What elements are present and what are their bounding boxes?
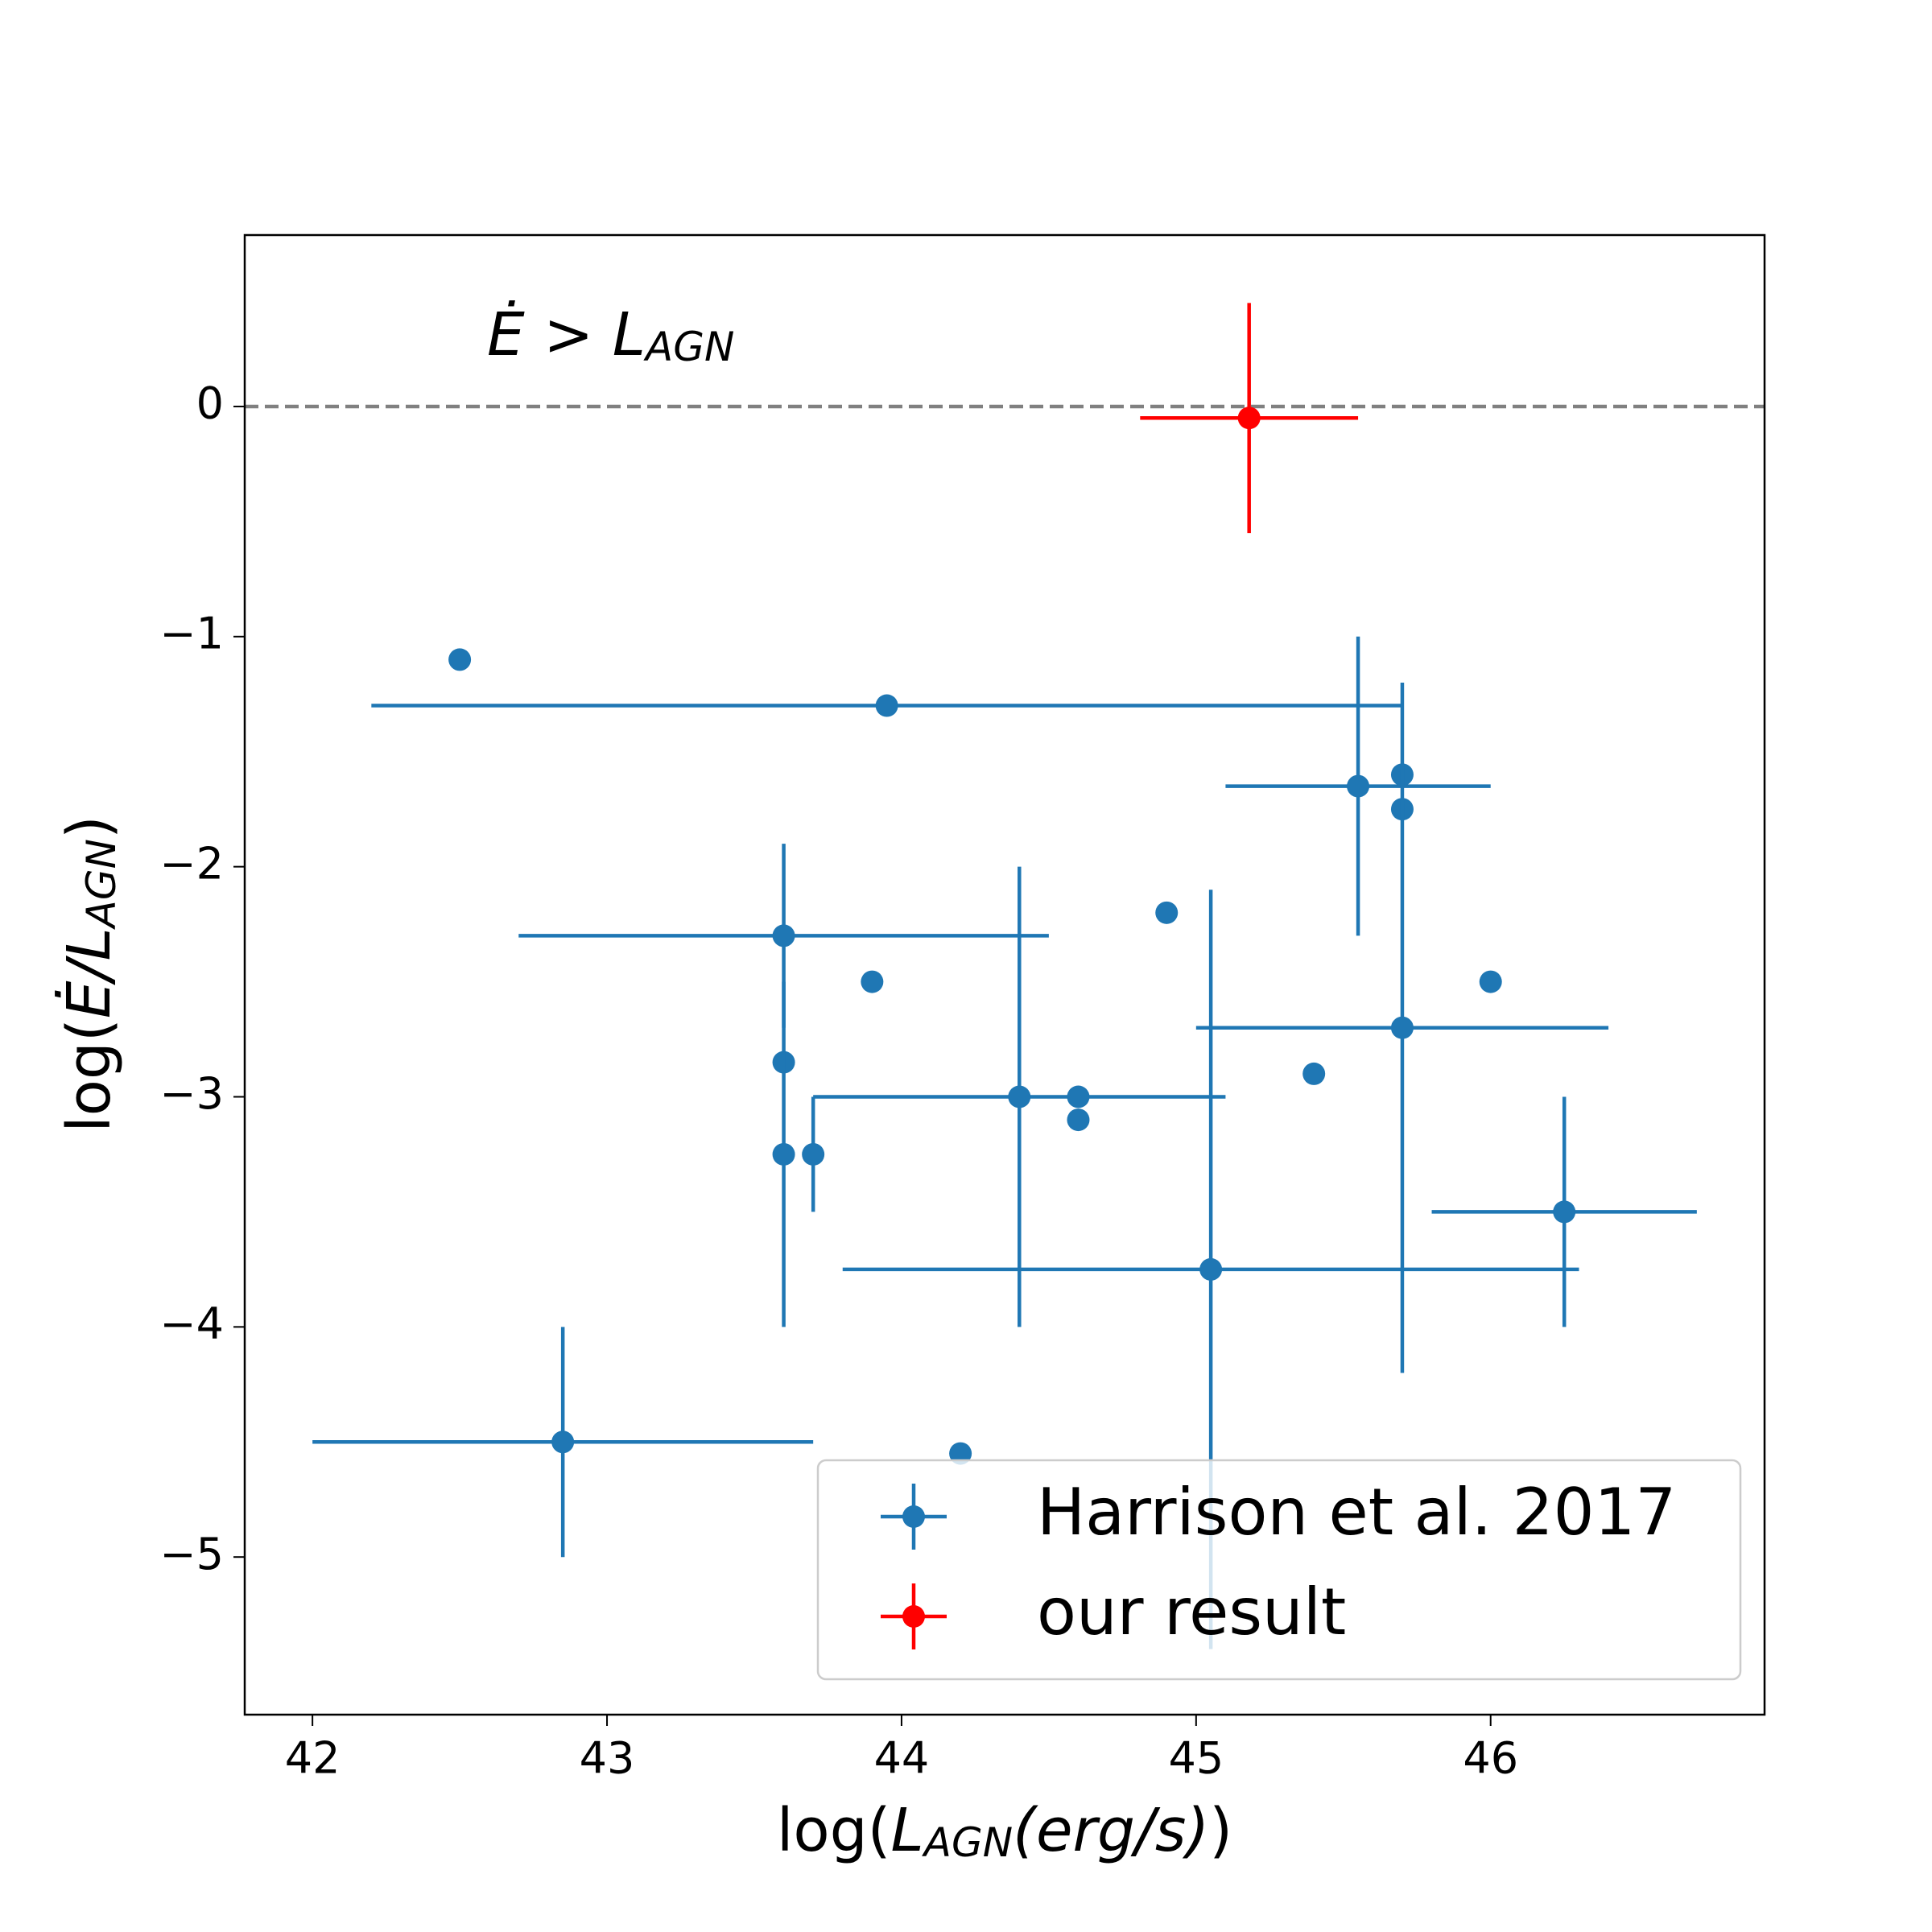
- y-tick-label: −3: [159, 1068, 224, 1119]
- legend-label: our result: [1037, 1575, 1346, 1649]
- point: [1237, 407, 1261, 430]
- x-tick-label: 44: [874, 1733, 930, 1784]
- point: [802, 1142, 825, 1166]
- x-label-part: log(: [777, 1796, 891, 1865]
- x-label-part: ): [1209, 1796, 1232, 1865]
- y-label-part: AGN: [78, 839, 125, 930]
- point: [1302, 1062, 1326, 1085]
- y-tick-label: 0: [196, 378, 224, 429]
- y-axis-label: log(Ė/LAGN): [54, 815, 125, 1133]
- point: [875, 694, 898, 717]
- legend-marker: [902, 1505, 925, 1528]
- point: [1347, 774, 1370, 798]
- annotation-part: AGN: [643, 324, 734, 370]
- y-label-part: ): [55, 815, 124, 839]
- point: [1067, 1085, 1090, 1108]
- y-tick-label: −5: [159, 1529, 224, 1579]
- point: [1390, 1016, 1414, 1039]
- y-label-part: log(: [55, 1018, 124, 1133]
- point: [949, 1442, 972, 1465]
- annotation-part: Ė > L: [487, 299, 646, 369]
- y-label-part: Ė/L: [54, 927, 124, 1018]
- point: [1155, 901, 1179, 924]
- x-label-part: L: [891, 1796, 924, 1865]
- x-tick-label: 43: [580, 1733, 635, 1784]
- point: [1067, 1108, 1090, 1132]
- point: [1479, 970, 1502, 993]
- x-label-part: (erg/s): [1013, 1796, 1209, 1865]
- point: [551, 1430, 575, 1454]
- x-tick-label: 42: [285, 1733, 341, 1784]
- legend-frame: [816, 1459, 1742, 1681]
- x-axis-label: log(LAGN(erg/s)): [777, 1796, 1232, 1866]
- x-label-part: AGN: [922, 1819, 1013, 1866]
- annotation: Ė > LAGN: [487, 299, 734, 370]
- legend-marker: [902, 1605, 925, 1628]
- point: [772, 1142, 795, 1166]
- y-tick-label: −2: [159, 838, 224, 889]
- y-tick-label: −4: [159, 1298, 224, 1349]
- point: [772, 924, 795, 947]
- point: [1553, 1200, 1576, 1224]
- plot-frame: [243, 233, 1766, 1716]
- x-tick-label: 45: [1168, 1733, 1224, 1784]
- point: [1199, 1257, 1223, 1281]
- point: [861, 970, 884, 993]
- point: [448, 648, 472, 671]
- point: [1008, 1085, 1031, 1108]
- x-tick-label: 46: [1463, 1733, 1518, 1784]
- legend: Harrison et al. 2017 our result: [816, 1459, 1742, 1681]
- y-tick-label: −1: [159, 608, 224, 658]
- legend-label: Harrison et al. 2017: [1037, 1475, 1676, 1550]
